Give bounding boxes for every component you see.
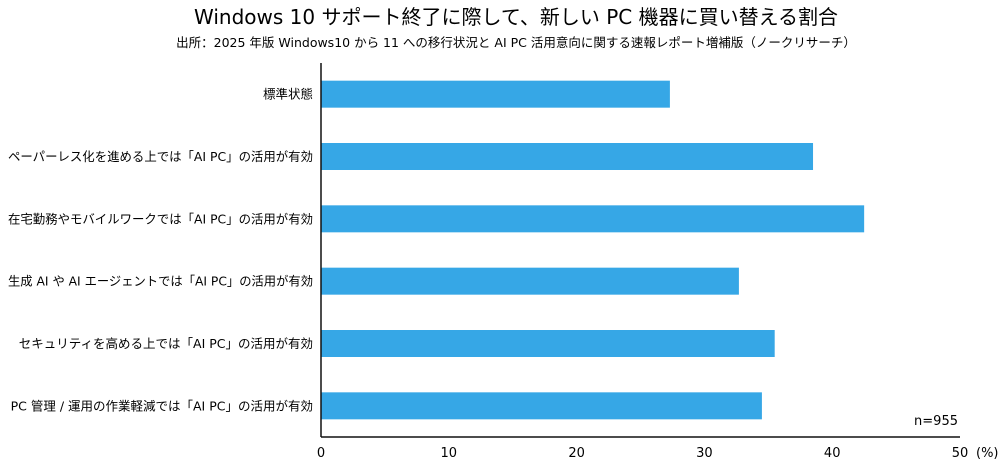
x-tick-label: 50 [952, 446, 969, 461]
bar [321, 330, 775, 357]
chart-title: Windows 10 サポート終了に際して、新しい PC 機器に買い替える割合 [194, 5, 838, 29]
bar [321, 205, 865, 233]
category-label: セキュリティを高める上では「AI PC」の活用が有効 [19, 336, 313, 351]
bar [321, 392, 762, 420]
x-tick-label: 0 [317, 446, 325, 461]
category-label: 在宅勤務やモバイルワークでは「AI PC」の活用が有効 [8, 211, 313, 226]
x-tick-label: 20 [568, 446, 585, 461]
x-axis-ticks: 0 10 20 30 40 50 [317, 446, 968, 461]
sample-size-note: n=955 [914, 414, 958, 429]
category-label: 標準状態 [263, 87, 313, 102]
bar [321, 143, 814, 170]
x-tick-label: 40 [824, 446, 841, 461]
chart-subtitle: 出所：2025 年版 Windows10 から 11 への移行状況と AI PC… [176, 35, 856, 50]
category-label: ペーパーレス化を進める上では「AI PC」の活用が有効 [8, 149, 313, 164]
bars-group [321, 80, 865, 420]
category-label: 生成 AI や AI エージェントでは「AI PC」の活用が有効 [8, 274, 313, 289]
bar [321, 80, 670, 108]
x-tick-label: 10 [441, 446, 458, 461]
x-axis-unit: (%) [976, 446, 999, 461]
x-tick-label: 30 [696, 446, 713, 461]
category-label: PC 管理 / 運用の作業軽減では「AI PC」の活用が有効 [11, 398, 313, 413]
bar [321, 267, 739, 295]
